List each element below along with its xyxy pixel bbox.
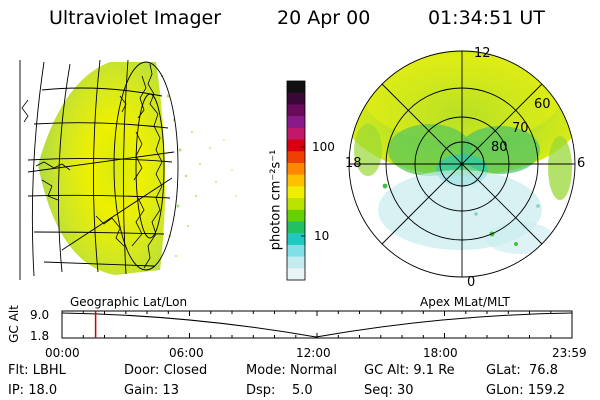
colorbar-band	[287, 244, 305, 258]
mlt-label-top: 12	[474, 46, 491, 61]
timeline-y-label: GC Alt	[7, 305, 21, 343]
status-filter: Flt: LBHL	[8, 363, 66, 378]
colorbar-frame	[286, 80, 306, 281]
colorbar-band	[287, 127, 305, 141]
polar-grid	[348, 50, 576, 278]
colorbar-band	[287, 268, 305, 281]
timeline-y-tick: 9.0	[30, 308, 50, 322]
geographic-label: Geographic Lat/Lon	[70, 295, 188, 309]
status-ip: IP: 18.0	[8, 383, 58, 398]
lat-lon-grid	[19, 59, 179, 280]
colorbar-band	[287, 256, 305, 269]
colorbar-band	[287, 174, 305, 187]
colorbar-band	[287, 139, 305, 152]
timeline-x-tick: 12:00	[296, 346, 331, 360]
date-label: 20 Apr 00	[277, 7, 371, 29]
lat-label: 70	[512, 121, 529, 136]
lat-label: 80	[491, 140, 508, 155]
altitude-curve	[61, 312, 573, 338]
colorbar-band	[287, 186, 305, 199]
timeline-x-tick: 18:00	[423, 346, 458, 360]
timeline-plot	[61, 310, 573, 339]
status-door: Door: Closed	[124, 363, 208, 378]
colorbar-band	[287, 104, 305, 117]
colorbar-unit-label: photon cm⁻²s⁻¹	[268, 149, 284, 251]
colorbar-tick-label: 100	[312, 140, 335, 154]
colorbar-band	[287, 92, 305, 106]
status-gc-alt: GC Alt: 9.1 Re	[364, 363, 455, 378]
timeline-x-tick: 06:00	[169, 346, 204, 360]
status-glat: GLat: 76.8	[486, 363, 558, 378]
colorbar-band	[287, 81, 305, 94]
timeline-x-tick: 23:59	[552, 346, 587, 360]
geographic-panel	[19, 59, 237, 280]
status-gain: Gain: 13	[124, 383, 179, 398]
apex-label: Apex MLat/MLT	[420, 295, 510, 309]
status-glon: GLon: 159.2	[486, 383, 566, 398]
time-label: 01:34:51 UT	[428, 7, 545, 29]
mlt-label-bottom: 0	[467, 275, 476, 290]
colorbar-band	[287, 198, 305, 211]
earth-disk	[38, 62, 166, 275]
colorbar	[286, 80, 306, 281]
lat-label: 60	[534, 97, 551, 112]
mlt-label-left: 18	[345, 156, 362, 171]
colorbar-band	[287, 209, 305, 223]
timeline-x-tick: 00:00	[45, 346, 80, 360]
colorbar-band	[287, 221, 305, 234]
status-seq: Seq: 30	[364, 383, 414, 398]
status-dsp: Dsp: 5.0	[246, 383, 313, 398]
colorbar-band	[287, 162, 305, 176]
status-mode: Mode: Normal	[246, 363, 337, 378]
mlt-label-right: 6	[577, 156, 586, 171]
colorbar-tick-label: 10	[314, 229, 330, 243]
colorbar-band	[287, 151, 305, 164]
coastlines	[21, 63, 163, 269]
scatter-speckles	[149, 65, 237, 257]
instrument-title: Ultraviolet Imager	[49, 7, 222, 29]
timeline-y-tick: 1.8	[30, 329, 50, 343]
colorbar-band	[287, 116, 305, 129]
polar-panel	[348, 50, 576, 278]
colorbar-band	[287, 233, 305, 246]
